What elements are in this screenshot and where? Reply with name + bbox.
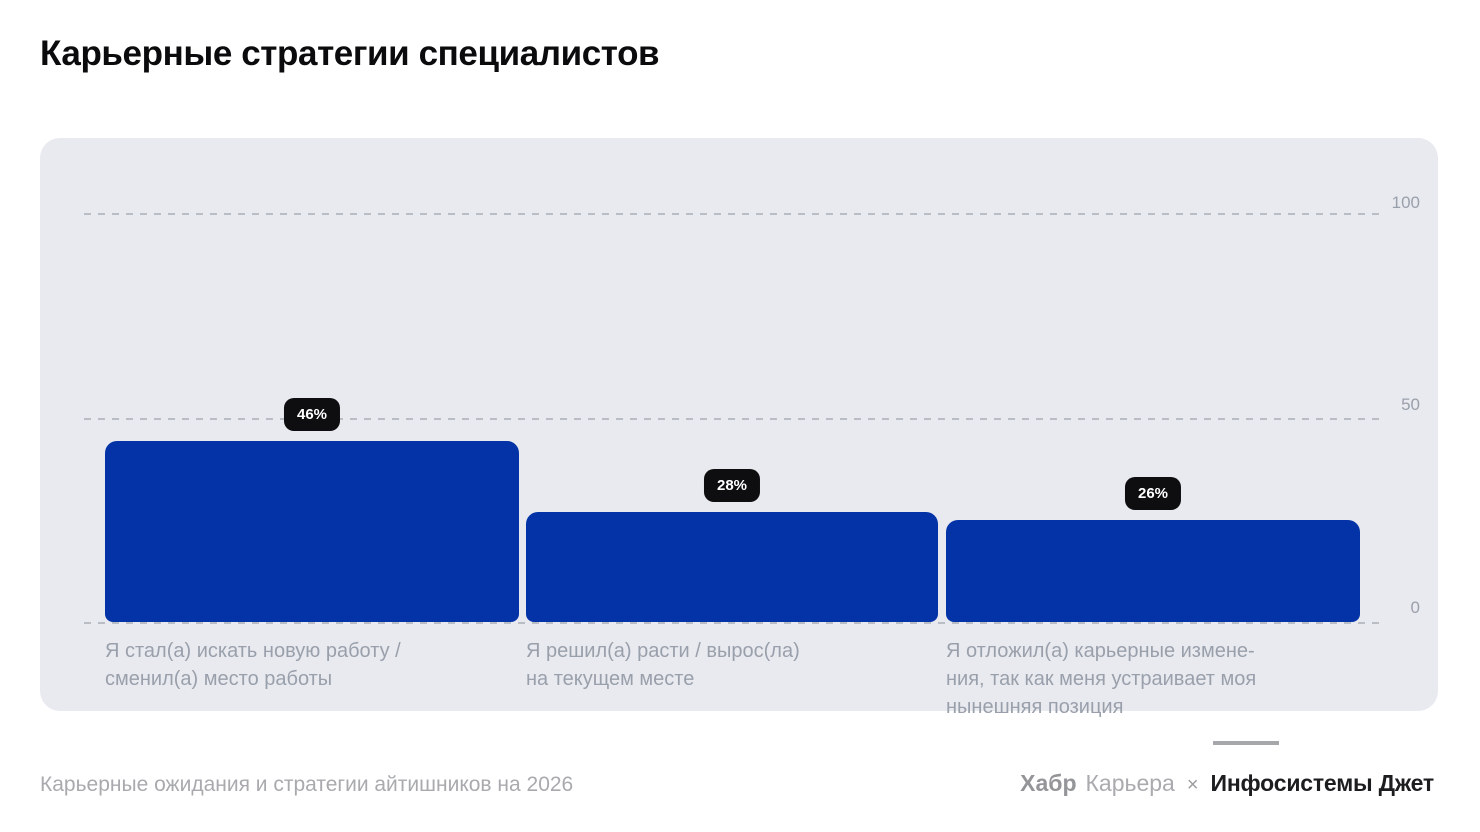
value-badge-grow-in-place: 28%: [703, 469, 761, 502]
chart-panel: 100 50 0 46% 28% 26% Я стал(а) искать но…: [40, 138, 1438, 718]
category-label-grow-in-place: Я решил(а) расти / вырос(ла) на текущем …: [526, 640, 800, 690]
bar-grow-in-place: [526, 512, 938, 622]
cross-separator: ×: [1186, 774, 1199, 796]
partner-logo-wrap: Инфосистемы Джет: [1210, 741, 1435, 797]
brand-block: Хабр Карьера × Инфосистемы Джет: [1020, 741, 1435, 797]
value-badge-new-job: 46%: [283, 398, 341, 431]
gridline-100: [84, 213, 1382, 215]
gridline-0: [84, 622, 1382, 624]
gridline-50: [84, 418, 1382, 420]
career-logo-text: Карьера: [1085, 770, 1175, 796]
partner-logo-text: Инфосистемы Джет: [1210, 770, 1435, 796]
source-caption: Карьерные ожидания и стратегии айтишнико…: [40, 773, 574, 796]
category-label-postponed: Я отложил(а) карьерные измене- ния, так …: [946, 640, 1257, 718]
habr-logo-text: Хабр: [1020, 770, 1077, 796]
page-title: Карьерные стратегии специалистов: [40, 34, 660, 73]
category-label-new-job: Я стал(а) искать новую работу / сменил(а…: [105, 640, 401, 690]
y-axis-tick-100: 100: [1391, 193, 1420, 212]
y-axis-tick-0: 0: [1410, 598, 1420, 617]
bar-new-job: [105, 441, 519, 622]
y-axis-tick-50: 50: [1401, 395, 1420, 414]
partner-logo-line: [1212, 741, 1279, 745]
value-badge-postponed: 26%: [1124, 477, 1182, 510]
footer: Карьерные ожидания и стратегии айтишнико…: [40, 741, 1435, 797]
bar-postponed: [946, 520, 1360, 622]
